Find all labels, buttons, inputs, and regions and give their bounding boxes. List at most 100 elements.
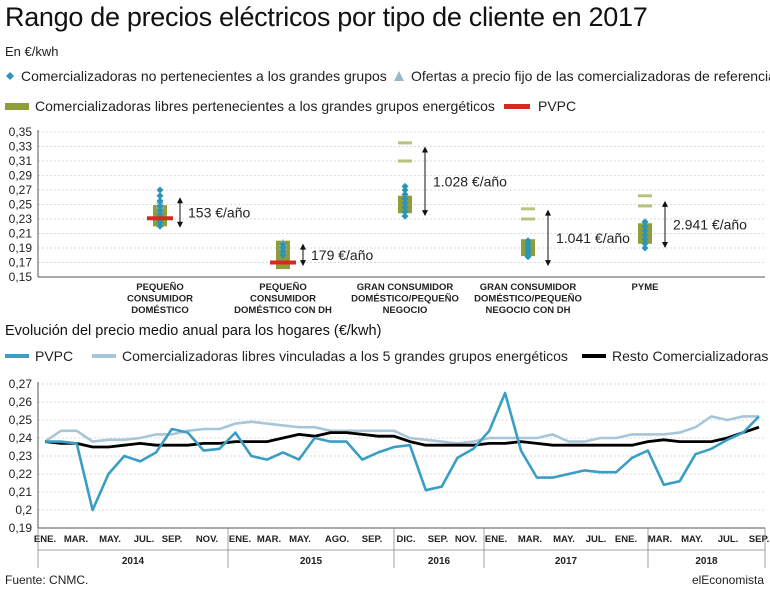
diamond-mark: [279, 251, 287, 259]
x-tick-label: MAY.: [289, 534, 311, 545]
range-label: 2.941 €/año: [673, 216, 747, 232]
diamond-mark: [524, 237, 532, 245]
olive-light-mark: [398, 159, 412, 163]
arrow-head-up: [545, 209, 551, 216]
series-line-2: [44, 425, 760, 449]
diamond-mark: [641, 231, 649, 239]
y-tick-label: 0,35: [9, 125, 33, 139]
y-tick-label: 0,27: [9, 183, 33, 197]
legend-item-olive: Comercializadoras libres pertenecientes …: [5, 98, 495, 114]
year-label: 2018: [695, 556, 718, 567]
diamond-mark: [641, 222, 649, 230]
diamond-mark: [641, 227, 649, 235]
category-label: CONSUMIDOR: [127, 294, 193, 305]
category-label: DOMÉSTICO/PEQUEÑO: [351, 294, 459, 305]
legend-item-pvpc: PVPC: [504, 98, 576, 114]
diamond-mark: [156, 206, 164, 214]
category-label: DOMÉSTICO/PEQUEÑO: [474, 294, 582, 305]
series-line-0: [45, 391, 760, 512]
arrow-head-down: [300, 260, 306, 267]
diamond-mark: [156, 219, 164, 227]
legend-item-diamond: Comercializadoras no pertenecientes a lo…: [5, 68, 387, 84]
diamond-icon: [6, 72, 14, 80]
legend-bottom: PVPC Comercializadoras libres vinculadas…: [0, 348, 770, 368]
y-tick-label: 0,33: [9, 140, 33, 154]
legend-label: Resto Comercializadoras: [612, 348, 769, 364]
x-tick-label: MAY.: [99, 534, 121, 545]
range-label: 179 €/año: [311, 247, 373, 263]
line-chart-title: Evolución del precio medio anual para lo…: [5, 323, 382, 339]
x-tick-label: MAR.: [648, 534, 672, 545]
x-tick-label: MAY.: [681, 534, 703, 545]
x-tick-label: JUL.: [586, 534, 607, 545]
diamond-mark: [641, 218, 649, 226]
diamond-mark: [641, 240, 649, 248]
x-tick-label: ENE.: [229, 534, 251, 545]
category-label: GRAN CONSUMIDOR: [357, 282, 454, 293]
source-note: Fuente: CNMC.: [5, 573, 89, 587]
x-tick-label: SEP.: [162, 534, 182, 545]
y-tick-label: 0,26: [9, 395, 33, 409]
range-label: 153 €/año: [188, 204, 250, 220]
diamond-mark: [641, 235, 649, 243]
diamond-mark: [156, 186, 164, 194]
arrow-head-up: [300, 243, 306, 250]
arrow-head-up: [177, 197, 183, 204]
x-tick-label: MAR.: [257, 534, 281, 545]
legend-item-resto-line: Resto Comercializadoras: [582, 348, 768, 364]
category-label: NEGOCIO: [383, 305, 428, 316]
pvpc-mark: [270, 260, 296, 265]
y-tick-label: 0,25: [9, 198, 33, 212]
units-label: En €/kwh: [5, 44, 59, 59]
range-label: 1.041 €/año: [556, 230, 630, 246]
red-bar-icon: [504, 103, 530, 109]
category-label: PYME: [632, 282, 659, 293]
y-tick-label: 0,23: [9, 449, 33, 463]
category-label: DOMÉSTICO CON DH: [234, 305, 332, 316]
olive-light-mark: [521, 217, 535, 221]
x-tick-label: SEP.: [749, 534, 769, 545]
legend-item-libres-line: Comercializadoras libres vinculadas a lo…: [92, 348, 568, 364]
arrow-head-down: [177, 221, 183, 228]
diamond-mark: [401, 199, 409, 207]
line-swatch-icon: [92, 354, 116, 358]
x-tick-label: MAR.: [518, 534, 542, 545]
category-label: DOMÉSTICO: [131, 305, 189, 316]
y-tick-label: 0,15: [9, 270, 33, 284]
pvpc-mark: [147, 216, 173, 221]
x-tick-label: MAY.: [553, 534, 575, 545]
x-tick-label: MAR.: [64, 534, 88, 545]
category-label: PEQUEÑO: [259, 282, 307, 293]
y-tick-label: 0,21: [9, 485, 33, 499]
x-tick-label: ENE.: [485, 534, 507, 545]
y-tick-label: 0,22: [9, 467, 33, 481]
y-tick-label: 0,27: [9, 377, 33, 391]
diamond-mark: [401, 212, 409, 220]
category-label: CONSUMIDOR: [250, 294, 316, 305]
diamond-mark: [401, 208, 409, 216]
arrow-head-down: [662, 242, 668, 248]
diamond-mark: [401, 203, 409, 211]
category-label: PEQUEÑO: [136, 282, 184, 293]
x-tick-label: JUL.: [718, 534, 739, 545]
legend-label: Ofertas a precio fijo de las comercializ…: [411, 68, 770, 84]
category-label: GRAN CONSUMIDOR: [480, 282, 577, 293]
diamond-mark: [156, 197, 164, 205]
year-label: 2016: [428, 556, 451, 567]
legend-item-triangle: Ofertas a precio fijo de las comercializ…: [393, 68, 770, 84]
olive-light-mark: [398, 141, 412, 145]
diamond-mark: [524, 253, 532, 261]
olive-light-mark: [521, 207, 535, 211]
olive-light-mark: [638, 194, 652, 198]
diamond-mark: [156, 202, 164, 210]
y-tick-label: 0,24: [9, 431, 33, 445]
y-tick-label: 0,23: [9, 212, 33, 226]
legend-item-pvpc-line: PVPC: [5, 348, 73, 364]
olive-mark: [276, 263, 290, 270]
y-tick-label: 0,25: [9, 413, 33, 427]
x-tick-label: NOV.: [455, 534, 477, 545]
year-label: 2014: [122, 556, 145, 567]
diamond-mark: [279, 248, 287, 256]
diamond-mark: [401, 182, 409, 190]
